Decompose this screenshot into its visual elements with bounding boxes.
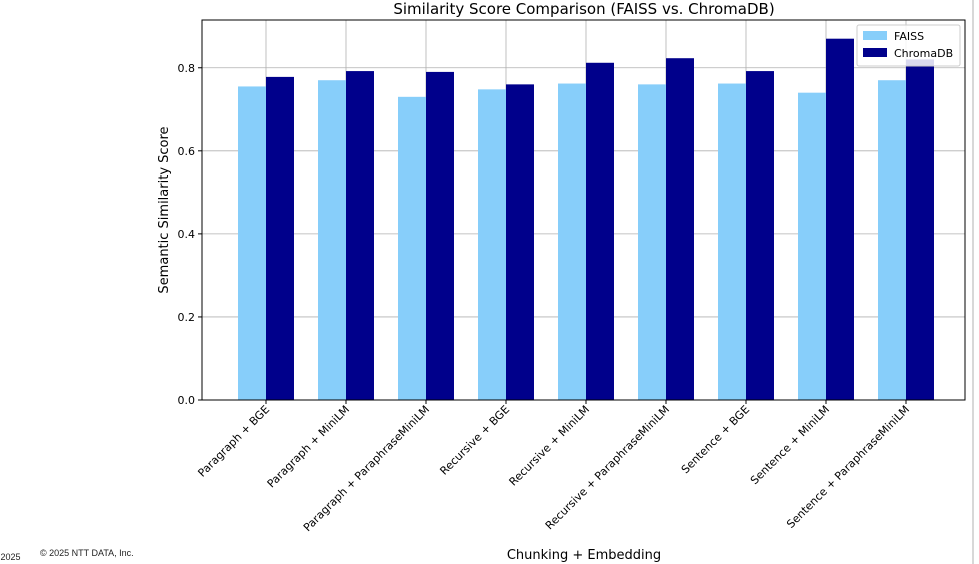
bar-chromadb-2 [346, 71, 374, 400]
x-tick-label: Sentence + MiniLM [748, 403, 832, 487]
legend: FAISS ChromaDB [856, 24, 961, 67]
bar-faiss-2 [318, 80, 346, 401]
footer-copyright: © 2025 NTT DATA, Inc. [40, 548, 134, 558]
legend-label-chromadb: ChromaDB [894, 47, 953, 60]
y-axis-label: Semantic Similarity Score [157, 126, 172, 293]
y-tick-label: 0.8 [178, 62, 196, 75]
bar-faiss-6 [638, 84, 666, 400]
bars [238, 38, 934, 401]
bar-chromadb-6 [666, 58, 694, 401]
x-tick-label: Paragraph + BGE [195, 403, 272, 480]
legend-swatch-chromadb [863, 48, 887, 57]
legend-swatch-faiss [863, 31, 887, 40]
bar-faiss-3 [398, 96, 426, 401]
x-tick-label: Sentence + BGE [679, 403, 752, 476]
bar-faiss-5 [558, 83, 586, 400]
right-edge-border [972, 0, 974, 564]
bar-faiss-8 [798, 92, 826, 400]
bar-chromadb-8 [826, 38, 854, 400]
bar-chromadb-1 [266, 76, 294, 400]
legend-label-faiss: FAISS [894, 30, 924, 43]
y-tick-label: 0.0 [178, 394, 196, 407]
y-tick-label: 0.6 [178, 145, 196, 158]
y-axis: 0.0 0.2 0.4 0.6 0.8 [178, 62, 202, 407]
bar-chromadb-7 [746, 71, 774, 400]
chart-title: Similarity Score Comparison (FAISS vs. C… [393, 0, 774, 18]
bar-faiss-9 [878, 80, 906, 401]
x-tick-label: Recursive + MiniLM [507, 403, 593, 489]
y-tick-label: 0.4 [178, 228, 196, 241]
x-axis-label: Chunking + Embedding [507, 548, 661, 563]
plot-area-frame [201, 19, 966, 401]
y-tick-label: 0.2 [178, 311, 196, 324]
x-tick-label: Paragraph + ParaphraseMiniLM [301, 403, 432, 534]
bar-faiss-7 [718, 83, 746, 400]
x-tick-label: Paragraph + MiniLM [265, 403, 353, 491]
bar-faiss-1 [238, 86, 266, 400]
bar-chromadb-5 [586, 62, 614, 401]
bar-chromadb-3 [426, 71, 454, 400]
bar-chromadb-4 [506, 84, 534, 400]
bar-faiss-4 [478, 89, 506, 400]
bar-chromadb-9 [906, 59, 934, 400]
x-tick-label: Recursive + BGE [437, 403, 512, 478]
footer-date: eb 2025 [0, 552, 21, 562]
